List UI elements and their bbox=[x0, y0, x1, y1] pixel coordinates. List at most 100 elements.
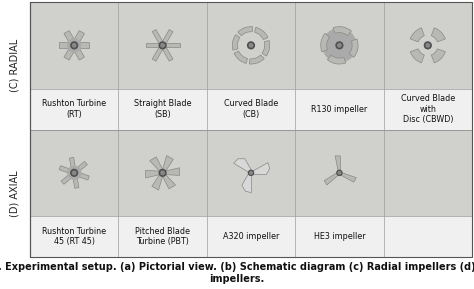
Bar bbox=[118, 2, 207, 89]
Bar bbox=[207, 2, 295, 89]
Circle shape bbox=[249, 44, 253, 47]
Polygon shape bbox=[76, 172, 89, 180]
Wedge shape bbox=[238, 27, 253, 36]
Circle shape bbox=[424, 42, 431, 49]
Circle shape bbox=[161, 44, 164, 47]
Polygon shape bbox=[73, 175, 79, 188]
Polygon shape bbox=[61, 173, 73, 184]
Text: Curved Blade
(CB): Curved Blade (CB) bbox=[224, 99, 278, 119]
Circle shape bbox=[247, 42, 255, 49]
Polygon shape bbox=[59, 42, 76, 48]
Circle shape bbox=[159, 169, 166, 176]
Wedge shape bbox=[232, 35, 240, 50]
Polygon shape bbox=[253, 163, 270, 175]
Bar bbox=[383, 2, 472, 89]
Bar bbox=[207, 129, 295, 216]
Polygon shape bbox=[162, 29, 173, 44]
Polygon shape bbox=[234, 159, 252, 172]
Polygon shape bbox=[324, 173, 338, 185]
Polygon shape bbox=[150, 157, 163, 171]
Polygon shape bbox=[64, 42, 78, 60]
Polygon shape bbox=[340, 173, 356, 182]
Bar bbox=[30, 89, 118, 129]
Polygon shape bbox=[71, 31, 84, 48]
Circle shape bbox=[338, 172, 341, 174]
Polygon shape bbox=[163, 155, 173, 171]
Polygon shape bbox=[152, 29, 163, 44]
Circle shape bbox=[159, 42, 166, 49]
Polygon shape bbox=[335, 156, 341, 171]
Polygon shape bbox=[163, 174, 175, 189]
Bar bbox=[383, 129, 472, 216]
Bar bbox=[207, 216, 295, 257]
Bar bbox=[295, 216, 383, 257]
Bar bbox=[383, 89, 472, 129]
Circle shape bbox=[67, 38, 81, 52]
Circle shape bbox=[248, 170, 254, 175]
Text: Rushton Turbine
45 (RT 45): Rushton Turbine 45 (RT 45) bbox=[42, 227, 106, 246]
Bar bbox=[118, 129, 207, 216]
Bar bbox=[295, 129, 383, 216]
Polygon shape bbox=[165, 43, 180, 47]
Polygon shape bbox=[242, 173, 252, 193]
Circle shape bbox=[250, 172, 252, 174]
Bar bbox=[295, 89, 383, 129]
Text: Fig. 1. Experimental setup. (a) Pictorial view. (b) Schematic diagram (c) Radial: Fig. 1. Experimental setup. (a) Pictoria… bbox=[0, 262, 474, 284]
Bar bbox=[118, 89, 207, 129]
Wedge shape bbox=[321, 33, 329, 52]
Wedge shape bbox=[431, 49, 446, 63]
Text: Pitched Blade
Turbine (PBT): Pitched Blade Turbine (PBT) bbox=[135, 227, 190, 246]
Circle shape bbox=[426, 44, 429, 47]
Wedge shape bbox=[410, 49, 424, 63]
Wedge shape bbox=[431, 28, 446, 42]
Text: (C) RADIAL: (C) RADIAL bbox=[10, 39, 20, 92]
Text: (D) AXIAL: (D) AXIAL bbox=[10, 170, 20, 216]
Polygon shape bbox=[59, 166, 73, 174]
Polygon shape bbox=[146, 43, 160, 47]
Text: A320 impeller: A320 impeller bbox=[223, 232, 279, 241]
Circle shape bbox=[322, 28, 356, 62]
Polygon shape bbox=[152, 174, 163, 190]
Wedge shape bbox=[349, 39, 358, 58]
Circle shape bbox=[336, 42, 343, 49]
Bar bbox=[295, 2, 383, 89]
Bar bbox=[30, 129, 472, 257]
Bar bbox=[30, 2, 118, 89]
Circle shape bbox=[337, 44, 341, 47]
Bar bbox=[30, 216, 118, 257]
Polygon shape bbox=[75, 161, 87, 173]
Text: HE3 impeller: HE3 impeller bbox=[314, 232, 365, 241]
Bar bbox=[207, 89, 295, 129]
Text: Curved Blade
with
Disc (CBWD): Curved Blade with Disc (CBWD) bbox=[401, 94, 455, 124]
Text: Rushton Turbine
(RT): Rushton Turbine (RT) bbox=[42, 99, 106, 119]
Wedge shape bbox=[255, 27, 268, 40]
Polygon shape bbox=[146, 170, 160, 178]
Circle shape bbox=[67, 166, 81, 180]
Wedge shape bbox=[410, 28, 424, 42]
Bar bbox=[118, 216, 207, 257]
Circle shape bbox=[71, 169, 78, 176]
Bar bbox=[383, 216, 472, 257]
Polygon shape bbox=[162, 47, 173, 61]
Bar bbox=[30, 2, 472, 129]
Polygon shape bbox=[70, 158, 76, 171]
Wedge shape bbox=[262, 40, 270, 56]
Text: Straight Blade
(SB): Straight Blade (SB) bbox=[134, 99, 191, 119]
Text: R130 impeller: R130 impeller bbox=[311, 105, 367, 114]
Wedge shape bbox=[328, 55, 346, 64]
Bar bbox=[30, 2, 472, 257]
Circle shape bbox=[337, 170, 342, 175]
Circle shape bbox=[73, 171, 76, 175]
Polygon shape bbox=[64, 31, 78, 48]
Wedge shape bbox=[249, 55, 264, 64]
Wedge shape bbox=[234, 51, 247, 63]
Circle shape bbox=[71, 42, 78, 49]
Bar bbox=[30, 129, 118, 216]
Polygon shape bbox=[71, 42, 84, 60]
Polygon shape bbox=[152, 47, 163, 61]
Polygon shape bbox=[73, 42, 90, 48]
Circle shape bbox=[73, 44, 76, 47]
Wedge shape bbox=[333, 27, 351, 36]
Polygon shape bbox=[165, 168, 180, 175]
Circle shape bbox=[161, 171, 164, 175]
